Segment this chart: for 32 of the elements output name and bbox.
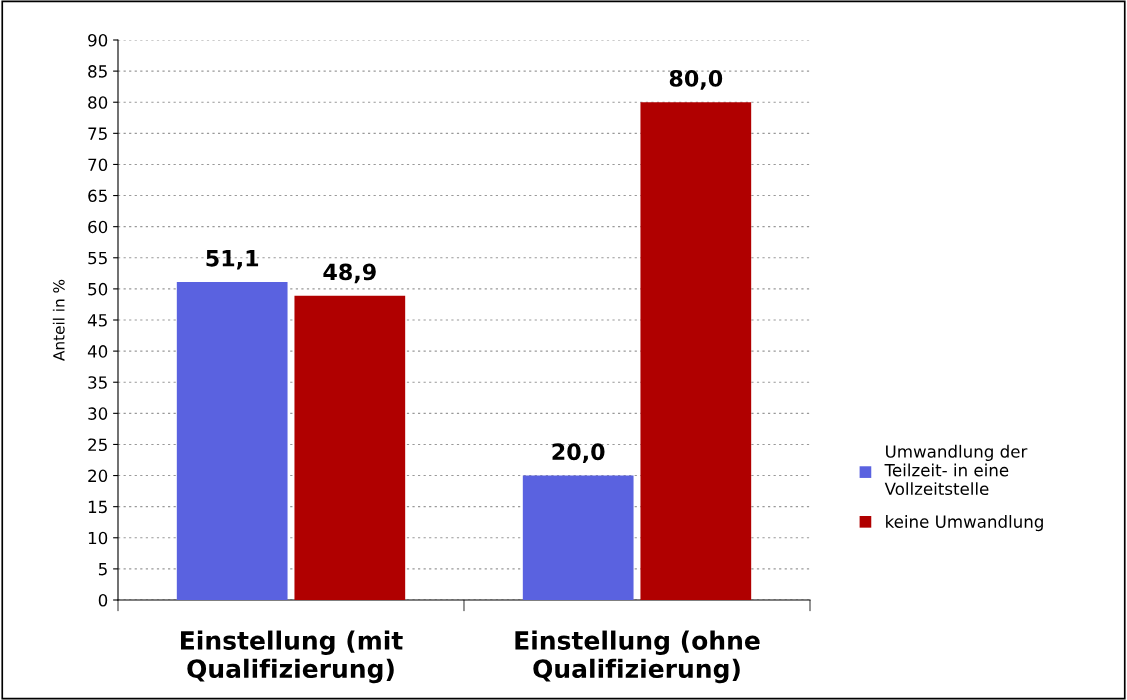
x-tick-label: Einstellung (ohne Qualifizierung) [515, 630, 760, 684]
y-tick-label: 50 [88, 282, 108, 296]
bar [522, 475, 634, 600]
y-tick-label: 25 [88, 438, 107, 452]
legend-label: Umwandlung der Teilzeit- in eine Vollzeitstelle [884, 444, 1028, 496]
y-tick-label: 90 [88, 33, 108, 47]
y-tick-label: 5 [98, 563, 107, 576]
y-tick-label: 15 [88, 500, 107, 514]
y-tick-label: 45 [87, 314, 107, 327]
y-tick-label: 65 [88, 189, 107, 203]
y-tick-label: 35 [88, 376, 107, 389]
bar [294, 295, 406, 600]
y-tick-label: 80 [88, 96, 108, 109]
y-tick-label: 20 [88, 469, 108, 483]
y-tick-label: 70 [88, 158, 108, 172]
data-label: 20,0 [552, 443, 605, 463]
y-tick-label: 30 [88, 407, 108, 420]
y-tick-label: 55 [88, 251, 107, 265]
y-tick-label: 40 [87, 345, 108, 358]
bar [640, 102, 752, 600]
data-label: 51,1 [206, 250, 259, 270]
data-label: 48,9 [323, 263, 376, 284]
y-tick-label: 10 [88, 531, 108, 545]
x-tick-label: Einstellung (mit Qualifizierung) [181, 630, 403, 684]
y-axis-title: Anteil in % [52, 279, 65, 361]
data-label: 80,0 [669, 70, 723, 90]
y-tick-label: 60 [88, 220, 108, 234]
bar [176, 282, 288, 600]
legend-label: keine Umwandlung [886, 515, 1043, 532]
y-tick-label: 0 [98, 593, 108, 607]
y-tick-label: 85 [88, 65, 107, 78]
y-tick-label: 75 [88, 127, 107, 140]
